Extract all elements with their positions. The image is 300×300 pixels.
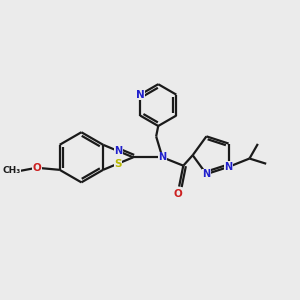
Text: CH₃: CH₃ [2, 167, 21, 176]
Text: N: N [114, 146, 122, 156]
Text: N: N [224, 162, 233, 172]
Text: N: N [202, 169, 211, 179]
Text: O: O [32, 163, 41, 173]
Text: N: N [136, 90, 145, 100]
Text: O: O [174, 189, 182, 199]
Text: N: N [158, 152, 166, 162]
Text: S: S [114, 159, 122, 169]
